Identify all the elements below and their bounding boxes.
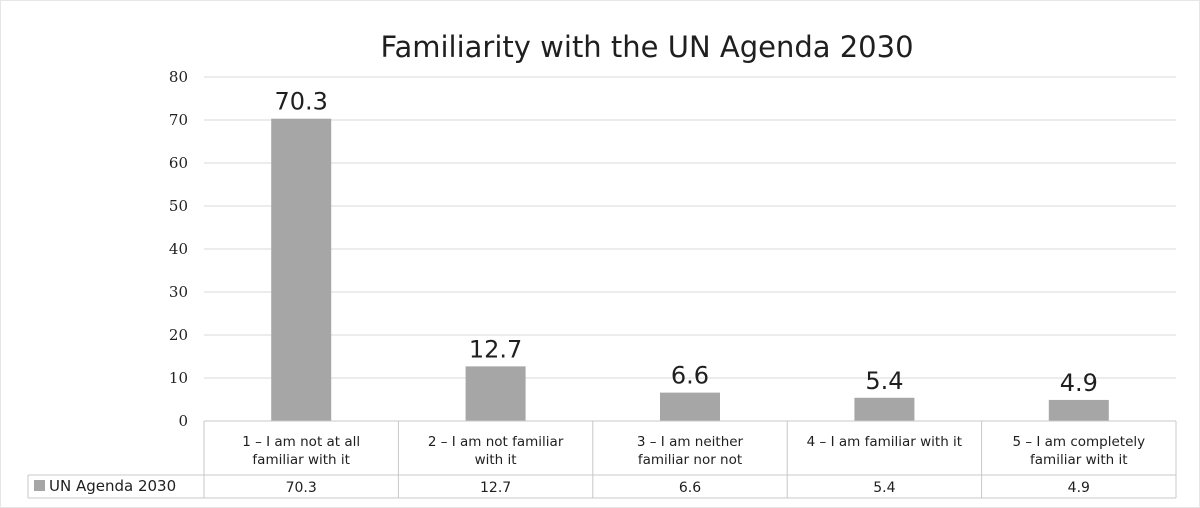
x-category-label: 1 – I am not at all familiar with it — [242, 434, 360, 468]
data-labels: 70.3 12.7 6.6 5.4 4.9 — [274, 88, 1097, 397]
table-value-cell: 4.9 — [1068, 480, 1090, 496]
bar-data-label: 12.7 — [469, 335, 522, 363]
x-category-label: 3 – I am neither familiar nor not — [637, 434, 744, 468]
y-tick-label: 40 — [169, 240, 188, 258]
data-table: 1 – I am not at all familiar with it 2 – I… — [27, 420, 1177, 499]
y-tick-label: 0 — [178, 412, 188, 430]
y-tick-label: 20 — [169, 326, 188, 344]
bar-data-label: 70.3 — [274, 88, 327, 116]
y-axis: 0 10 20 30 40 50 60 70 80 — [169, 68, 188, 430]
bar-data-label: 6.6 — [671, 362, 709, 390]
bar-data-label: 5.4 — [865, 367, 903, 395]
bar — [660, 392, 720, 421]
legend-swatch — [34, 480, 45, 491]
bars — [271, 118, 1109, 422]
x-category-label: 2 – I am not familiar with it — [428, 434, 564, 468]
y-tick-label: 50 — [169, 197, 188, 215]
chart-title: Familiarity with the UN Agenda 2030 — [380, 30, 913, 64]
x-category-label: 4 – I am familiar with it — [807, 434, 962, 450]
gridlines — [204, 76, 1176, 379]
bar — [1048, 399, 1109, 421]
bar — [465, 366, 526, 421]
table-value-cell: 6.6 — [679, 480, 701, 496]
y-tick-label: 60 — [169, 154, 188, 172]
y-tick-label: 30 — [169, 283, 188, 301]
table-value-cell: 70.3 — [286, 480, 317, 496]
table-value-cell: 12.7 — [480, 480, 511, 496]
legend-series-label: UN Agenda 2030 — [49, 477, 176, 495]
bar-data-label: 4.9 — [1060, 369, 1098, 397]
y-tick-label: 80 — [169, 68, 188, 86]
table-value-cell: 5.4 — [873, 480, 895, 496]
bar — [271, 118, 332, 422]
x-category-label: 5 – I am completely familiar with it — [1012, 434, 1145, 468]
y-tick-label: 70 — [169, 111, 188, 129]
y-tick-label: 10 — [169, 369, 188, 387]
bar — [854, 397, 915, 421]
